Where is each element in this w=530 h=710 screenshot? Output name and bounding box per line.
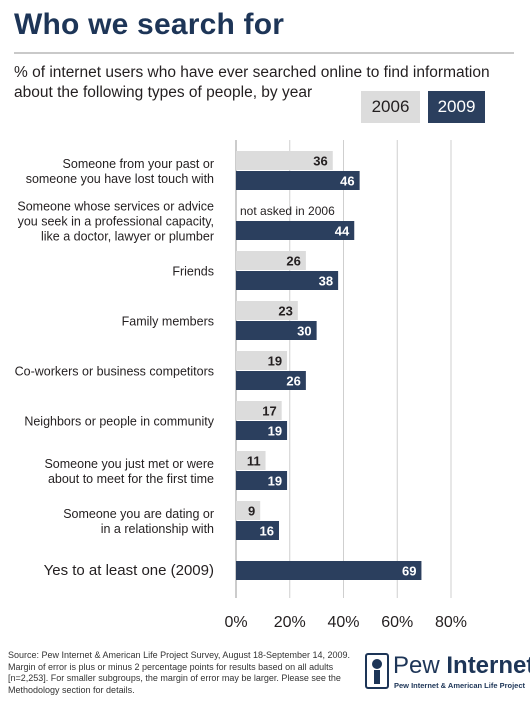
bar-2009 <box>236 321 317 340</box>
pew-logo-icon <box>365 653 389 689</box>
category-label: Friends <box>172 265 214 279</box>
x-tick-label: 0% <box>224 614 247 631</box>
category-label: Family members <box>122 315 214 329</box>
category-label: Someone whose services or advice <box>17 200 214 214</box>
bar-2006 <box>236 351 288 370</box>
chart-subtitle: % of internet users who have ever search… <box>14 64 490 101</box>
bar-2006 <box>236 501 261 520</box>
category-label: Yes to at least one (2009) <box>44 562 214 579</box>
bar-chart: 0% 20% 40% 60% 80% Someone from your past ors… <box>15 140 467 631</box>
data-label-2006: 23 <box>278 304 292 319</box>
category-label: like a doctor, lawyer or plumber <box>41 230 214 244</box>
logo-tagline: Pew Internet & American Life Project <box>394 681 526 690</box>
bar-2009 <box>236 421 288 440</box>
data-label-2009: 38 <box>319 274 333 289</box>
bar-2006 <box>236 451 266 470</box>
bar-2006 <box>236 151 333 170</box>
category-label: in a relationship with <box>101 522 214 536</box>
category-label: you seek in a professional capacity, <box>18 215 214 229</box>
data-label-2006: 11 <box>247 454 261 469</box>
bar-2009 <box>236 471 288 490</box>
category-label: Co-workers or business competitors <box>15 365 214 379</box>
bar-2009 <box>236 561 422 580</box>
bar-2009 <box>236 171 360 190</box>
bar-2006 <box>236 401 282 420</box>
category-label: Someone you just met or were <box>44 457 214 471</box>
x-tick-label: 40% <box>327 614 359 631</box>
bar-2006 <box>236 301 298 320</box>
data-label-2009: 16 <box>260 524 274 539</box>
data-label-2009: 44 <box>335 224 350 239</box>
bar-2006 <box>236 251 306 270</box>
data-label-2006: 26 <box>286 254 300 269</box>
data-label-2009: 19 <box>268 474 282 489</box>
category-label: someone you have lost touch with <box>26 172 214 186</box>
data-label-2006: 19 <box>268 354 282 369</box>
logo-word-internet: Internet <box>446 652 530 679</box>
data-label-2009: 46 <box>340 174 354 189</box>
category-label: Someone you are dating or <box>63 507 214 521</box>
data-label-2006: 9 <box>248 504 255 519</box>
category-label: Someone from your past or <box>63 157 214 171</box>
logo-word-pew: Pew <box>393 652 440 679</box>
bar-2009 <box>236 271 339 290</box>
x-tick-label: 60% <box>381 614 413 631</box>
x-tick-label: 80% <box>435 614 467 631</box>
category-label: about to meet for the first time <box>48 472 214 486</box>
data-label-2006: 36 <box>313 154 327 169</box>
annotation-label: not asked in 2006 <box>240 204 335 218</box>
title-divider <box>14 52 514 54</box>
logo-wordmark: Pew Internet <box>393 652 530 680</box>
pew-internet-logo: Pew Internet Pew Internet & American Lif… <box>365 652 530 694</box>
data-label-2009: 30 <box>297 324 311 339</box>
data-label-2009: 19 <box>268 424 282 439</box>
legend-item-2006: 2006 <box>361 91 420 123</box>
bar-2009 <box>236 221 355 240</box>
x-tick-label: 20% <box>274 614 306 631</box>
category-label: Neighbors or people in community <box>24 415 214 429</box>
legend-item-2009: 2009 <box>428 91 485 123</box>
bar-2009 <box>236 521 279 540</box>
chart-title: Who we search for <box>14 8 285 41</box>
source-note: Source: Pew Internet & American Life Pro… <box>8 650 351 695</box>
data-label-2009: 69 <box>402 564 416 579</box>
data-label-2006: 17 <box>262 404 276 419</box>
data-label-2009: 26 <box>286 374 300 389</box>
bar-2009 <box>236 371 306 390</box>
